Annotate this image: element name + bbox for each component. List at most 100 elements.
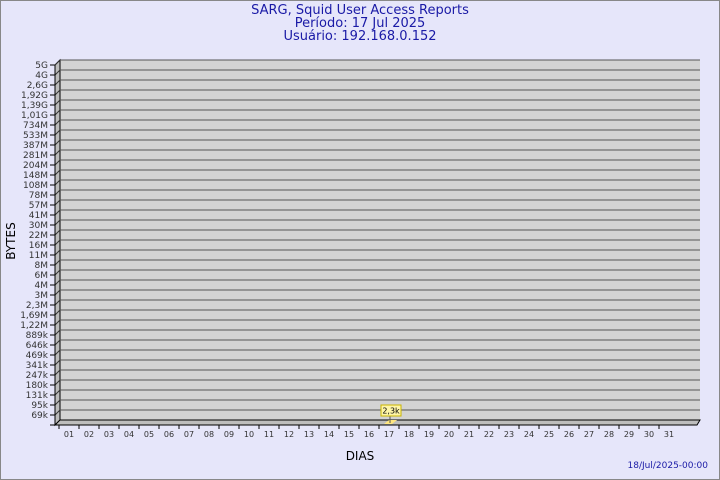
x-tick-label: 13 [304, 430, 314, 439]
y-tick-label: 204M [23, 161, 48, 171]
gridline-slant [54, 99, 61, 106]
y-tick-label: 131k [26, 391, 49, 401]
x-tick-label: 08 [204, 430, 214, 439]
gridline-slant [54, 269, 61, 276]
gridline-slant [54, 389, 61, 396]
y-tick-label: 22M [29, 231, 48, 241]
y-tick-label: 16M [29, 241, 48, 251]
x-tick-label: 14 [324, 430, 334, 439]
y-tick-label: 8M [35, 261, 49, 271]
y-tick-label: 11M [29, 251, 48, 261]
gridline-slant [54, 339, 61, 346]
y-tick-label: 387M [23, 141, 48, 151]
x-tick-label: 15 [344, 430, 354, 439]
gridline-slant [54, 129, 61, 136]
gridline-slant [54, 359, 61, 366]
x-tick-label: 01 [64, 430, 74, 439]
x-tick-label: 19 [424, 430, 434, 439]
gridline-slant [54, 319, 61, 326]
gridline-slant [54, 139, 61, 146]
x-tick-label: 26 [564, 430, 574, 439]
x-tick-label: 17 [384, 430, 394, 439]
gridline-slant [54, 189, 61, 196]
gridline-slant [54, 329, 61, 336]
x-tick-label: 02 [84, 430, 94, 439]
gridline-slant [54, 119, 61, 126]
x-tick-label: 29 [624, 430, 634, 439]
y-tick-label: 180k [26, 381, 49, 391]
gridline-slant [54, 409, 61, 416]
x-tick-label: 30 [644, 430, 654, 439]
gridline-slant [54, 169, 61, 176]
gridline-slant [54, 309, 61, 316]
y-tick-label: 108M [23, 181, 48, 191]
x-tick-label: 31 [664, 430, 674, 439]
gridline-slant [54, 199, 61, 206]
gridline-slant [54, 149, 61, 156]
gridline-slant [54, 259, 61, 266]
x-tick-label: 10 [244, 430, 254, 439]
y-tick-label: 2,6G [27, 81, 48, 91]
generated-date: 18/Jul/2025-00:00 [627, 461, 708, 471]
gridline-slant [54, 59, 61, 66]
gridline-slant [54, 109, 61, 116]
y-tick-label: 5G [35, 61, 48, 71]
y-tick-label: 41M [29, 211, 48, 221]
gridline-slant [54, 219, 61, 226]
gridline-slant [54, 229, 61, 236]
gridline-slant [54, 279, 61, 286]
gridline-slant [54, 179, 61, 186]
gridline-slant [54, 299, 61, 306]
gridline-slant [54, 369, 61, 376]
x-tick-label: 20 [444, 430, 454, 439]
y-tick-label: 469k [26, 351, 49, 361]
gridline-slant [54, 89, 61, 96]
gridline-slant [54, 79, 61, 86]
y-tick-label: 247k [26, 371, 49, 381]
y-tick-label: 69k [31, 411, 48, 421]
gridline-slant [54, 159, 61, 166]
y-tick-label: 30M [29, 221, 48, 231]
plot-floor [53, 419, 701, 426]
gridline-slant [54, 239, 61, 246]
x-tick-label: 03 [104, 430, 114, 439]
data-label: 2,3k [382, 407, 400, 416]
y-tick-label: 1,22M [20, 321, 48, 331]
y-tick-label: 4M [35, 281, 49, 291]
y-tick-label: 533M [23, 131, 48, 141]
y-tick-label: 889k [26, 331, 49, 341]
plot-area [55, 60, 700, 425]
gridline-slant [54, 399, 61, 406]
x-tick-label: 23 [504, 430, 514, 439]
y-tick-label: 3M [35, 291, 49, 301]
y-tick-label: 95k [31, 401, 48, 411]
y-tick-label: 1,92G [21, 91, 48, 101]
y-tick-label: 1,01G [21, 111, 48, 121]
gridline-slant [54, 69, 61, 76]
y-tick-label: 4G [35, 71, 48, 81]
y-tick-label: 1,69M [20, 311, 48, 321]
y-tick-label: 341k [26, 361, 49, 371]
y-tick-label: 148M [23, 171, 48, 181]
x-tick-label: 04 [124, 430, 134, 439]
y-tick-label: 78M [29, 191, 48, 201]
y-tick-label: 2,3M [26, 301, 48, 311]
x-tick-label: 21 [464, 430, 474, 439]
gridline-slant [54, 209, 61, 216]
chart-user: Usuário: 192.168.0.152 [283, 29, 437, 44]
gridline-slant [54, 379, 61, 386]
x-tick-label: 16 [364, 430, 374, 439]
x-tick-label: 18 [404, 430, 414, 439]
chart-period: Período: 17 Jul 2025 [294, 16, 426, 31]
x-tick-label: 11 [264, 430, 274, 439]
chart-title: SARG, Squid User Access Reports [251, 3, 469, 18]
x-tick-label: 07 [184, 430, 194, 439]
y-tick-label: 6M [35, 271, 49, 281]
y-tick-label: 646k [26, 341, 49, 351]
x-tick-label: 24 [524, 430, 534, 439]
data-label-box [380, 404, 402, 417]
gridline-slant [54, 249, 61, 256]
gridline-slant [54, 349, 61, 356]
y-tick-label: 57M [29, 201, 48, 211]
